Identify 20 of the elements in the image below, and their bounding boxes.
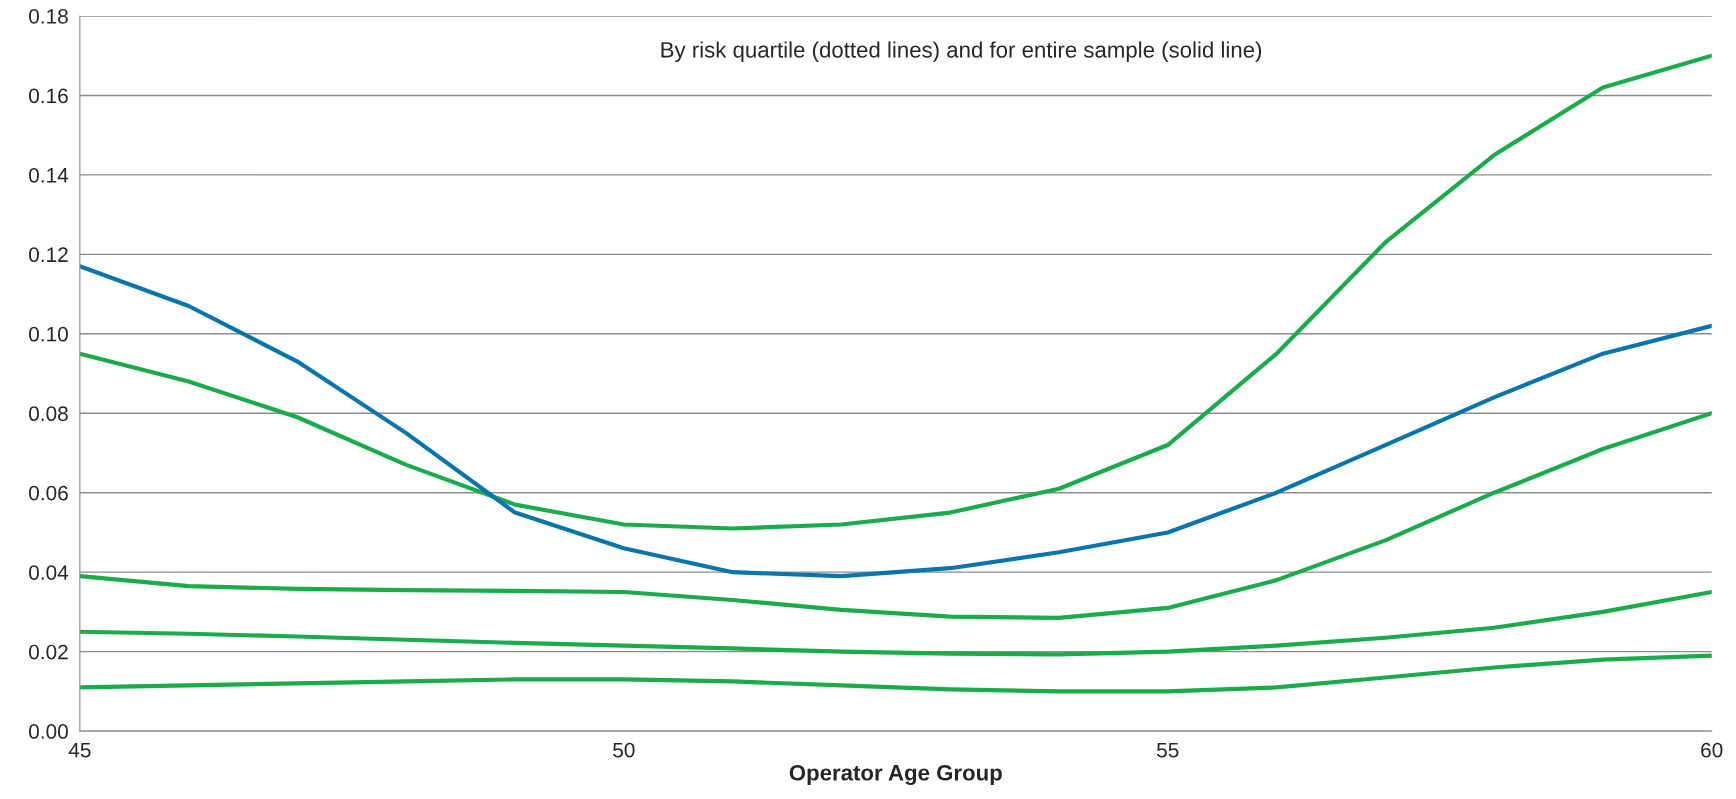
- y-tick-label: 0.00: [29, 724, 68, 739]
- y-tick-label: 0.02: [29, 644, 68, 660]
- line-series: [79, 589, 1712, 657]
- x-tick-label: 55: [1157, 742, 1179, 758]
- x-tick-label: 45: [68, 742, 91, 758]
- x-axis-title: Operator Age Group: [789, 764, 1002, 786]
- y-tick-label: 0.14: [29, 167, 69, 183]
- y-tick-label: 0.08: [29, 406, 68, 422]
- line-series: [79, 411, 1712, 620]
- annotation: By risk quartile (dotted lines) and for entire sample (solid line): [661, 41, 1262, 63]
- y-tick-label: 0.12: [29, 247, 68, 263]
- line-series: [79, 653, 1712, 694]
- y-tick-label: 0.04: [29, 565, 69, 580]
- x-tick-label: 60: [1701, 742, 1723, 758]
- y-tick-label: 0.16: [29, 88, 68, 104]
- x-tick-label: 50: [613, 742, 635, 758]
- y-tick-label: 0.10: [29, 326, 68, 342]
- line-series: [79, 264, 1712, 579]
- y-tick-label: 0.18: [29, 8, 68, 24]
- y-tick-label: 0.06: [29, 485, 68, 501]
